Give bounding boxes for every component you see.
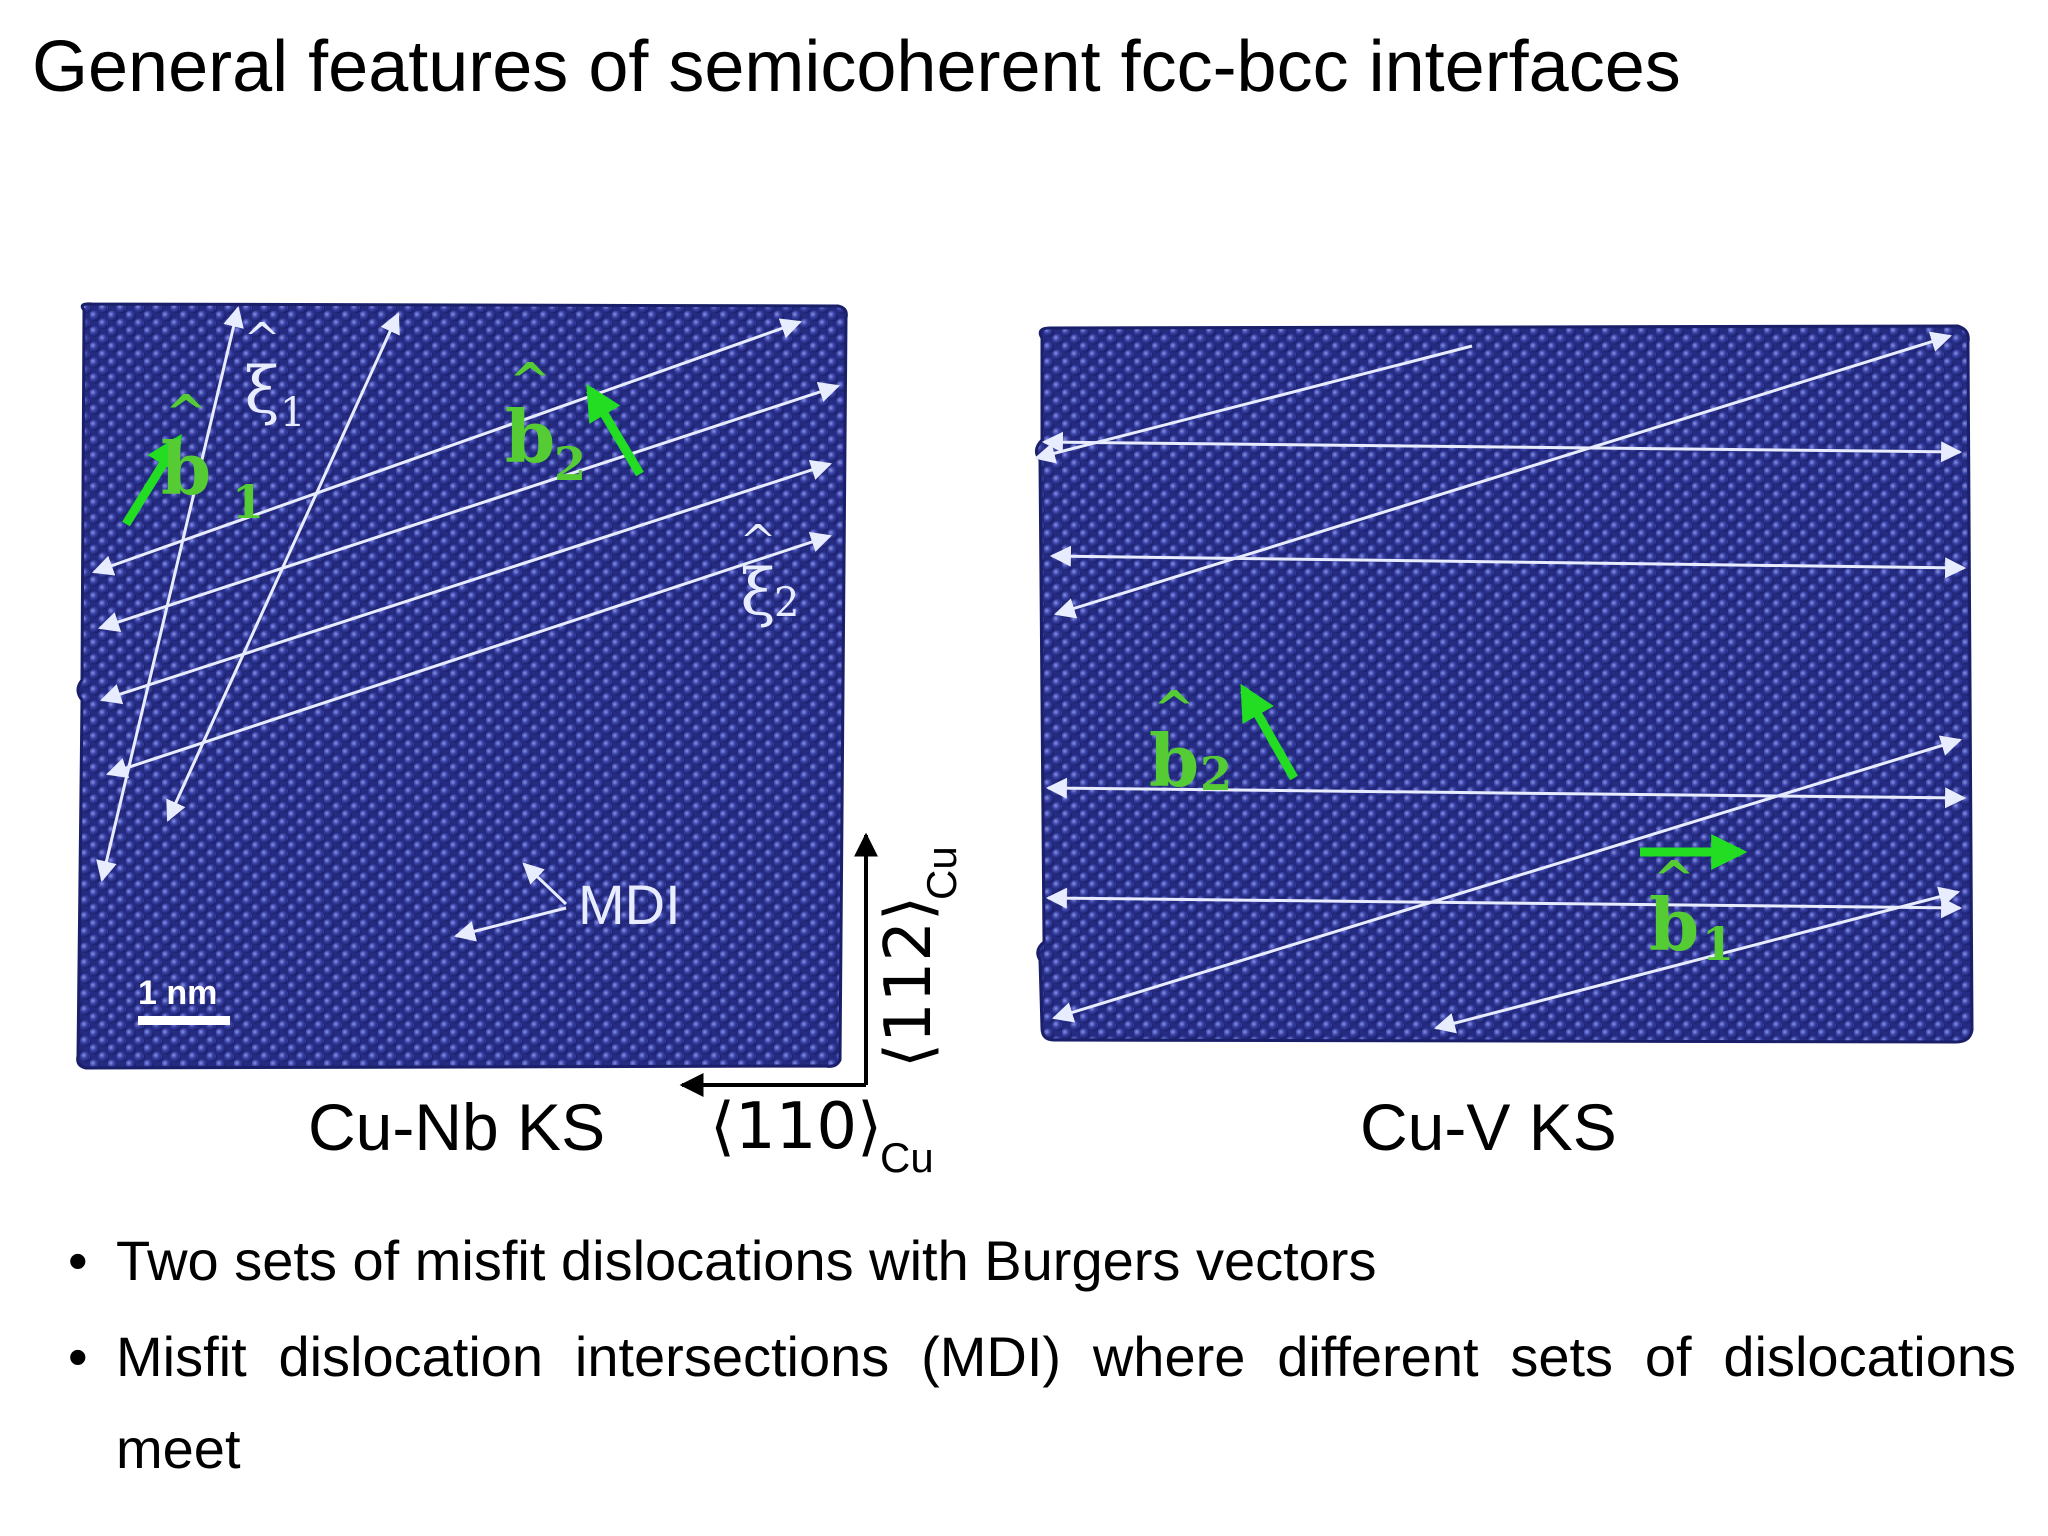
- xi2-hat: ^: [740, 516, 777, 567]
- scale-bar: [138, 1016, 230, 1025]
- xi1-subscript: 1: [280, 390, 305, 436]
- xi1-label: ξ: [244, 354, 279, 428]
- cuv-b1-hat: ^: [1653, 849, 1695, 908]
- cu-nb-caption: Cu-Nb KS: [308, 1090, 606, 1164]
- scale-bar-label: 1 nm: [138, 974, 217, 1012]
- inclined-line-d: [1433, 886, 1961, 1034]
- cu-v-dislocation-lines: [1033, 331, 1967, 1034]
- cuv-b2-hat: ^: [1153, 679, 1195, 738]
- cu-nb-burgers-arrows: [122, 383, 644, 527]
- b1-label: b: [161, 426, 211, 511]
- cuv-b2-arrow: [1240, 683, 1298, 781]
- xi2-subscript: 2: [774, 580, 799, 626]
- axis-112-label: ⟨112⟩: [872, 896, 946, 1068]
- axis-110-label: ⟨110⟩: [710, 1090, 882, 1164]
- mdi-label: MDI: [578, 873, 681, 936]
- cuv-b1-label: b: [1649, 882, 1699, 967]
- horizontal-line-a: [1041, 431, 1963, 463]
- axis-110-subscript: Cu: [880, 1134, 934, 1181]
- b2-label: b: [505, 394, 555, 479]
- b1-subscript: 1: [232, 475, 264, 529]
- inclined-line-c: [1051, 735, 1963, 1023]
- mdi-pointer-lower: [453, 906, 567, 942]
- b1-arrow: [122, 433, 182, 527]
- xi1-hat: ^: [244, 314, 281, 365]
- bullet-list: Two sets of misfit dislocations with Bur…: [68, 1215, 2016, 1499]
- horizontal-line-b: [1049, 545, 1967, 579]
- cuv-b2-label: b: [1149, 718, 1199, 803]
- cuv-b1-subscript: 1: [1702, 917, 1734, 971]
- crystal-axes: [679, 832, 878, 1097]
- slide-title: General features of semicoherent fcc-bcc…: [32, 27, 1681, 107]
- xi2-dislocation-line-d: [106, 531, 832, 779]
- bullet-item: Misfit dislocation intersections (MDI) w…: [68, 1311, 2016, 1495]
- b2-hat: ^: [509, 351, 551, 410]
- cu-nb-dislocation-lines: [92, 305, 840, 942]
- cu-nb-labels: ^ b 1 ^ b 2 ^ ξ 1 ^ ξ 2 MDI 1 nm: [138, 314, 799, 1025]
- cu-v-labels: ^ b 2 ^ b 1: [1149, 679, 1734, 971]
- xi2-label: ξ: [740, 556, 775, 630]
- cu-v-caption: Cu-V KS: [1360, 1090, 1617, 1164]
- axis-112-subscript: Cu: [918, 846, 965, 900]
- b1-hat: ^: [165, 383, 207, 442]
- cu-v-burgers-arrows: [1240, 683, 1748, 870]
- bullet-item: Two sets of misfit dislocations with Bur…: [68, 1215, 2016, 1307]
- cuv-b2-subscript: 2: [1200, 747, 1232, 801]
- b2-arrow: [586, 383, 644, 477]
- mdi-pointer-upper: [522, 862, 568, 906]
- b2-subscript: 2: [554, 437, 586, 491]
